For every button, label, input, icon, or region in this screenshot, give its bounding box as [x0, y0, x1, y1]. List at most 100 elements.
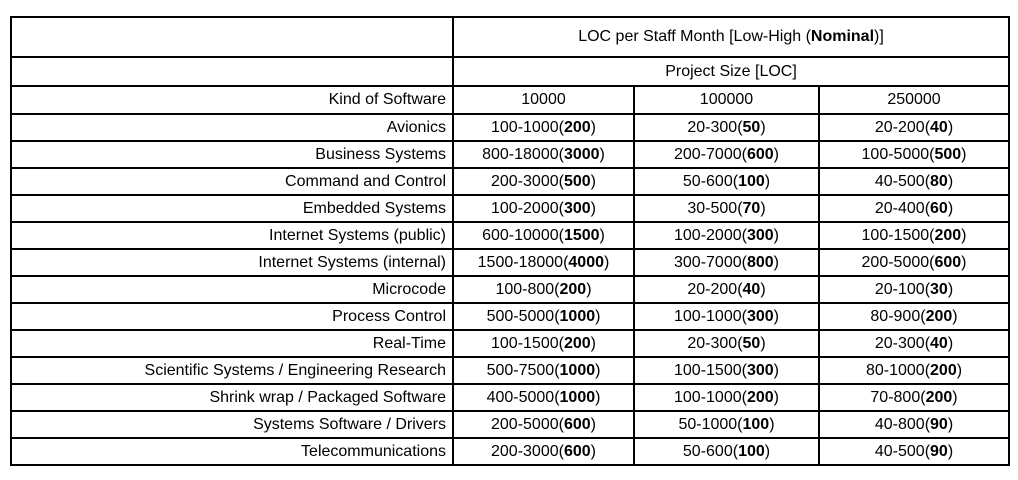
- table-row: Avionics 100-1000(200) 20-300(50) 20-200(40…: [10, 113, 1011, 142]
- range-value: 20-300: [687, 118, 738, 136]
- nominal-value: 300: [746, 361, 774, 379]
- title-prefix: LOC per Staff Month [Low-High (: [578, 28, 811, 45]
- table-title: LOC per Staff Month [Low-High (Nominal)]: [451, 16, 1011, 58]
- range-value: 600-10000: [482, 226, 559, 244]
- loc-productivity-table: LOC per Staff Month [Low-High (Nominal)]…: [10, 16, 1011, 466]
- paren-open: (: [558, 199, 564, 217]
- paren-close: ): [604, 253, 610, 271]
- row-label: Business Systems: [10, 140, 454, 169]
- loc-range-cell: 80-900(200): [817, 302, 1011, 331]
- nominal-value: 40: [742, 280, 761, 298]
- nominal-value: 50: [742, 334, 761, 352]
- nominal-value: 80: [930, 172, 948, 190]
- nominal-value: 1000: [559, 307, 596, 325]
- paren-close: ): [595, 388, 601, 406]
- loc-range-cell: 100-1500(300): [633, 356, 820, 385]
- row-label: Telecommunications: [10, 437, 454, 466]
- loc-range-cell: 200-5000(600): [817, 248, 1011, 277]
- loc-range-cell: 200-3000(600): [452, 437, 635, 466]
- loc-range-cell: 200-3000(500): [452, 167, 635, 196]
- loc-range-cell: 40-800(90): [817, 410, 1011, 439]
- range-value: 1500-18000: [477, 253, 564, 271]
- nominal-value: 600: [934, 253, 962, 271]
- paren-open: (: [924, 361, 931, 379]
- paren-close: ): [590, 118, 596, 136]
- paren-open: (: [732, 172, 739, 190]
- paren-open: (: [563, 253, 569, 271]
- loc-range-cell: 20-300(40): [817, 329, 1011, 358]
- nominal-value: 4000: [568, 253, 604, 271]
- loc-range-cell: 100-800(200): [452, 275, 635, 304]
- loc-range-cell: 20-100(30): [817, 275, 1011, 304]
- loc-range-cell: 80-1000(200): [817, 356, 1011, 385]
- paren-close: ): [599, 145, 605, 163]
- table-row: Scientific Systems / Engineering Researc…: [10, 356, 1011, 385]
- nominal-value: 600: [563, 442, 591, 460]
- range-value: 500-7500: [486, 361, 555, 379]
- loc-range-cell: 100-1500(200): [452, 329, 635, 358]
- paren-close: ): [590, 334, 596, 352]
- paren-open: (: [554, 280, 560, 298]
- blank-corner: [10, 56, 454, 87]
- nominal-value: 200: [930, 361, 957, 379]
- paren-open: (: [741, 361, 747, 379]
- paren-open: (: [737, 199, 743, 217]
- paren-open: (: [558, 226, 564, 244]
- paren-close: ): [947, 334, 954, 352]
- nominal-value: 600: [563, 415, 591, 433]
- paren-close: ): [760, 199, 766, 217]
- paren-open: (: [741, 388, 747, 406]
- paren-close: ): [773, 307, 779, 325]
- nominal-value: 60: [930, 199, 948, 217]
- range-value: 200-5000: [861, 253, 930, 271]
- paren-close: ): [764, 172, 771, 190]
- range-value: 20-400: [874, 199, 925, 217]
- row-label: Shrink wrap / Packaged Software: [10, 383, 454, 412]
- range-value: 20-300: [874, 334, 925, 352]
- paren-close: ): [586, 280, 592, 298]
- paren-open: (: [924, 280, 931, 298]
- loc-range-cell: 20-200(40): [817, 113, 1011, 142]
- paren-open: (: [741, 253, 747, 271]
- paren-open: (: [920, 388, 926, 406]
- nominal-value: 300: [746, 226, 774, 244]
- paren-close: ): [947, 280, 954, 298]
- loc-range-cell: 100-1000(200): [452, 113, 635, 142]
- range-value: 70-800: [870, 388, 921, 406]
- paren-close: ): [961, 253, 967, 271]
- paren-close: ): [956, 361, 963, 379]
- paren-open: (: [741, 145, 747, 163]
- range-value: 20-200: [687, 280, 738, 298]
- nominal-value: 800: [746, 253, 774, 271]
- paren-open: (: [558, 415, 564, 433]
- range-value: 400-5000: [486, 388, 555, 406]
- range-value: 200-3000: [491, 172, 559, 190]
- paren-close: ): [599, 226, 605, 244]
- paren-close: ): [773, 388, 779, 406]
- loc-range-cell: 20-300(50): [633, 329, 820, 358]
- row-label: Internet Systems (public): [10, 221, 454, 250]
- nominal-value: 1000: [559, 388, 596, 406]
- paren-open: (: [737, 118, 743, 136]
- paren-open: (: [732, 442, 739, 460]
- size-header-100000: 100000: [633, 85, 820, 115]
- nominal-value: 300: [746, 307, 774, 325]
- range-value: 500-5000: [486, 307, 555, 325]
- range-value: 100-1500: [861, 226, 930, 244]
- table-row: Process Control 500-5000(1000) 100-1000(30…: [10, 302, 1011, 331]
- paren-close: ): [590, 172, 596, 190]
- range-value: 100-1000: [491, 118, 559, 136]
- paren-close: ): [764, 442, 771, 460]
- paren-open: (: [558, 442, 564, 460]
- paren-close: ): [590, 442, 596, 460]
- loc-range-cell: 40-500(90): [817, 437, 1011, 466]
- paren-close: ): [947, 199, 954, 217]
- nominal-value: 200: [746, 388, 774, 406]
- nominal-value: 3000: [563, 145, 600, 163]
- paren-close: ): [947, 415, 954, 433]
- nominal-value: 40: [930, 118, 948, 136]
- table-row: Real-Time 100-1500(200) 20-300(50) 20-300(4…: [10, 329, 1011, 358]
- nominal-value: 600: [746, 145, 774, 163]
- range-value: 20-300: [687, 334, 738, 352]
- range-value: 40-500: [874, 442, 925, 460]
